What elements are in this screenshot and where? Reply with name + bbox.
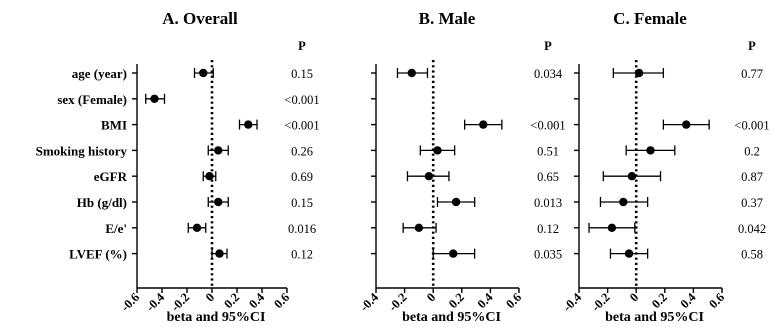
p-value: 0.51 <box>537 144 559 158</box>
p-value: 0.2 <box>744 144 760 158</box>
row-label: sex (Female) <box>57 92 127 107</box>
beta-point <box>192 223 202 232</box>
x-tick-label: 0.4 <box>475 290 496 311</box>
x-tick-label: 0.2 <box>446 290 467 311</box>
x-tick-label: -0.4 <box>560 290 584 314</box>
x-tick-label: 0 <box>627 290 641 304</box>
p-column-header: P <box>748 39 756 53</box>
beta-point <box>682 120 691 129</box>
x-tick-label: 0.2 <box>221 290 242 311</box>
beta-point <box>646 146 655 155</box>
beta-point <box>607 223 617 232</box>
beta-point <box>627 172 637 181</box>
p-column-header: P <box>298 39 306 53</box>
p-value: 0.37 <box>741 196 763 210</box>
p-value: <0.001 <box>284 119 319 133</box>
p-value: 0.15 <box>291 196 313 210</box>
p-value: 0.26 <box>291 144 313 158</box>
x-tick-label: 0.2 <box>649 290 670 311</box>
beta-point <box>215 249 224 258</box>
panel-title: A. Overall <box>162 9 238 28</box>
x-tick-label: -0.6 <box>118 290 142 314</box>
panel-title: B. Male <box>419 9 476 28</box>
p-value: <0.001 <box>734 119 769 133</box>
beta-point <box>451 197 461 207</box>
beta-point <box>150 94 159 104</box>
row-label: BMI <box>101 118 127 133</box>
beta-point <box>449 249 458 258</box>
beta-point <box>199 68 208 78</box>
x-tick-label: 0.4 <box>678 290 699 311</box>
beta-point <box>433 146 442 155</box>
p-value: 0.65 <box>537 170 559 184</box>
p-value: <0.001 <box>530 119 565 133</box>
beta-point <box>479 120 488 129</box>
beta-point <box>624 249 634 258</box>
p-value: 0.69 <box>291 170 313 184</box>
p-value: 0.87 <box>741 170 763 184</box>
p-column-header: P <box>544 39 552 53</box>
row-label: eGFR <box>94 169 128 184</box>
row-label: age (year) <box>72 66 127 81</box>
x-axis-label: beta and 95%CI <box>167 310 266 325</box>
beta-point <box>424 172 434 181</box>
x-tick-label: 0 <box>203 290 217 304</box>
x-tick-label: 0 <box>424 290 438 304</box>
p-value: <0.001 <box>284 93 319 107</box>
row-label: E/e' <box>105 221 127 236</box>
row-label: Smoking history <box>36 143 128 158</box>
beta-point <box>214 197 223 207</box>
p-value: 0.58 <box>741 248 763 262</box>
x-tick-label: 0.6 <box>271 290 292 311</box>
beta-point <box>414 223 424 232</box>
p-value: 0.035 <box>534 248 562 262</box>
beta-point <box>619 197 628 207</box>
beta-point <box>205 172 214 181</box>
beta-point <box>407 68 416 78</box>
beta-point <box>214 146 223 155</box>
p-value: 0.15 <box>291 67 313 81</box>
p-value: 0.12 <box>291 248 313 262</box>
x-tick-label: -0.4 <box>357 290 381 314</box>
beta-point <box>634 68 644 78</box>
beta-point <box>244 120 253 129</box>
x-tick-label: 0.6 <box>706 290 727 311</box>
x-tick-label: 0.6 <box>503 290 524 311</box>
p-value: 0.016 <box>288 222 316 236</box>
p-value: 0.042 <box>738 222 766 236</box>
p-value: 0.013 <box>534 196 562 210</box>
x-tick-label: -0.4 <box>143 290 167 314</box>
x-axis-label: beta and 95%CI <box>605 310 704 325</box>
x-axis-label: beta and 95%CI <box>402 310 501 325</box>
row-label: Hb (g/dl) <box>77 195 127 210</box>
p-value: 0.77 <box>741 67 763 81</box>
row-label: LVEF (%) <box>69 247 127 262</box>
p-value: 0.12 <box>537 222 559 236</box>
panel-title: C. Female <box>613 9 687 28</box>
p-value: 0.034 <box>534 67 563 81</box>
x-tick-label: 0.4 <box>246 290 267 311</box>
